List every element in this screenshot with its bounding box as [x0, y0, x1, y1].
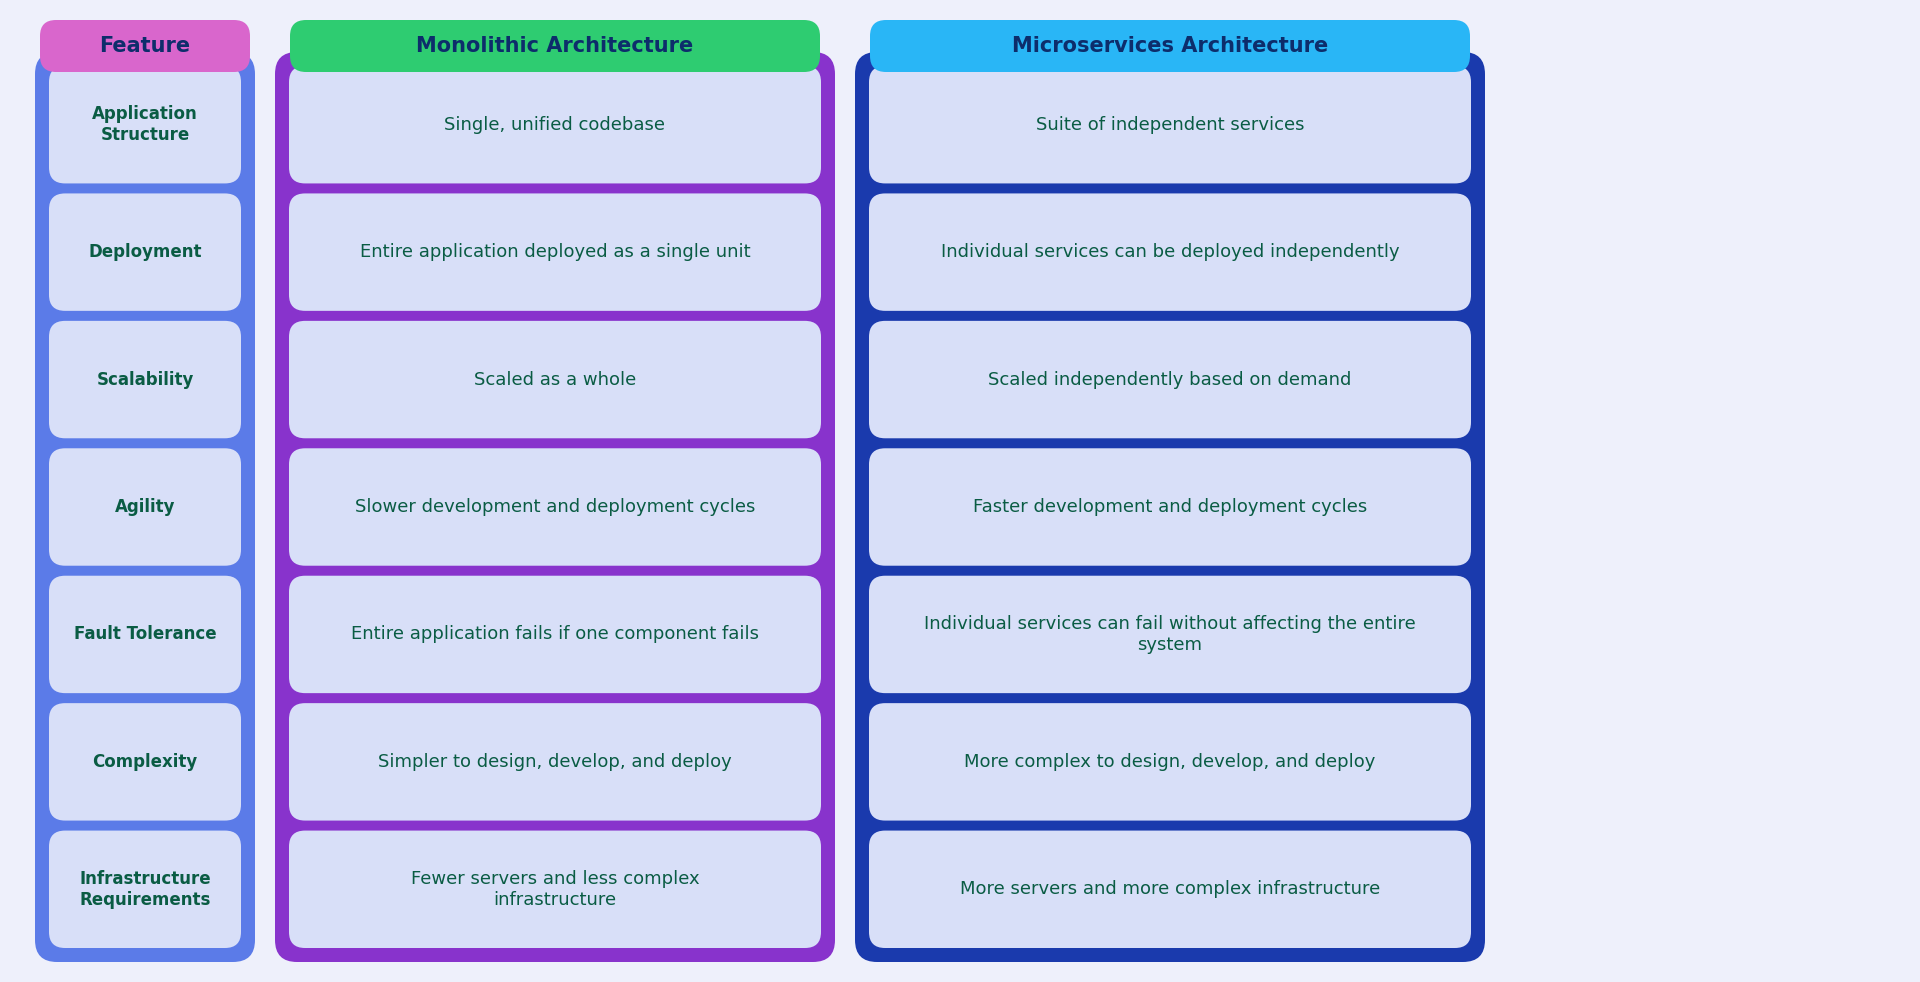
FancyBboxPatch shape: [40, 20, 250, 72]
Text: Feature: Feature: [100, 36, 190, 56]
FancyBboxPatch shape: [50, 321, 242, 438]
Text: Monolithic Architecture: Monolithic Architecture: [417, 36, 693, 56]
Text: Faster development and deployment cycles: Faster development and deployment cycles: [973, 498, 1367, 516]
FancyBboxPatch shape: [290, 321, 822, 438]
Text: Single, unified codebase: Single, unified codebase: [445, 116, 666, 134]
FancyBboxPatch shape: [50, 193, 242, 311]
FancyBboxPatch shape: [290, 703, 822, 821]
Text: Application
Structure: Application Structure: [92, 105, 198, 144]
FancyBboxPatch shape: [854, 52, 1484, 962]
Text: Individual services can be deployed independently: Individual services can be deployed inde…: [941, 244, 1400, 261]
FancyBboxPatch shape: [290, 449, 822, 566]
Text: Individual services can fail without affecting the entire
system: Individual services can fail without aff…: [924, 615, 1415, 654]
FancyBboxPatch shape: [290, 193, 822, 311]
Text: Suite of independent services: Suite of independent services: [1035, 116, 1304, 134]
FancyBboxPatch shape: [870, 831, 1471, 948]
FancyBboxPatch shape: [290, 575, 822, 693]
FancyBboxPatch shape: [870, 703, 1471, 821]
FancyBboxPatch shape: [870, 193, 1471, 311]
FancyBboxPatch shape: [50, 66, 242, 184]
Text: Infrastructure
Requirements: Infrastructure Requirements: [79, 870, 211, 908]
FancyBboxPatch shape: [290, 831, 822, 948]
Text: Scaled as a whole: Scaled as a whole: [474, 370, 636, 389]
FancyBboxPatch shape: [50, 449, 242, 566]
FancyBboxPatch shape: [870, 66, 1471, 184]
Text: Simpler to design, develop, and deploy: Simpler to design, develop, and deploy: [378, 753, 732, 771]
FancyBboxPatch shape: [35, 52, 255, 962]
Text: Complexity: Complexity: [92, 753, 198, 771]
Text: Slower development and deployment cycles: Slower development and deployment cycles: [355, 498, 755, 516]
FancyBboxPatch shape: [50, 703, 242, 821]
Text: Microservices Architecture: Microservices Architecture: [1012, 36, 1329, 56]
Text: Scalability: Scalability: [96, 370, 194, 389]
Text: Agility: Agility: [115, 498, 175, 516]
FancyBboxPatch shape: [290, 66, 822, 184]
Text: Entire application fails if one component fails: Entire application fails if one componen…: [351, 626, 758, 643]
Text: Deployment: Deployment: [88, 244, 202, 261]
Text: More complex to design, develop, and deploy: More complex to design, develop, and dep…: [964, 753, 1377, 771]
FancyBboxPatch shape: [870, 449, 1471, 566]
FancyBboxPatch shape: [870, 575, 1471, 693]
Text: More servers and more complex infrastructure: More servers and more complex infrastruc…: [960, 880, 1380, 899]
FancyBboxPatch shape: [275, 52, 835, 962]
FancyBboxPatch shape: [50, 831, 242, 948]
Text: Fewer servers and less complex
infrastructure: Fewer servers and less complex infrastru…: [411, 870, 699, 908]
Text: Entire application deployed as a single unit: Entire application deployed as a single …: [359, 244, 751, 261]
FancyBboxPatch shape: [870, 321, 1471, 438]
FancyBboxPatch shape: [50, 575, 242, 693]
Text: Scaled independently based on demand: Scaled independently based on demand: [989, 370, 1352, 389]
FancyBboxPatch shape: [870, 20, 1471, 72]
FancyBboxPatch shape: [290, 20, 820, 72]
Text: Fault Tolerance: Fault Tolerance: [73, 626, 217, 643]
